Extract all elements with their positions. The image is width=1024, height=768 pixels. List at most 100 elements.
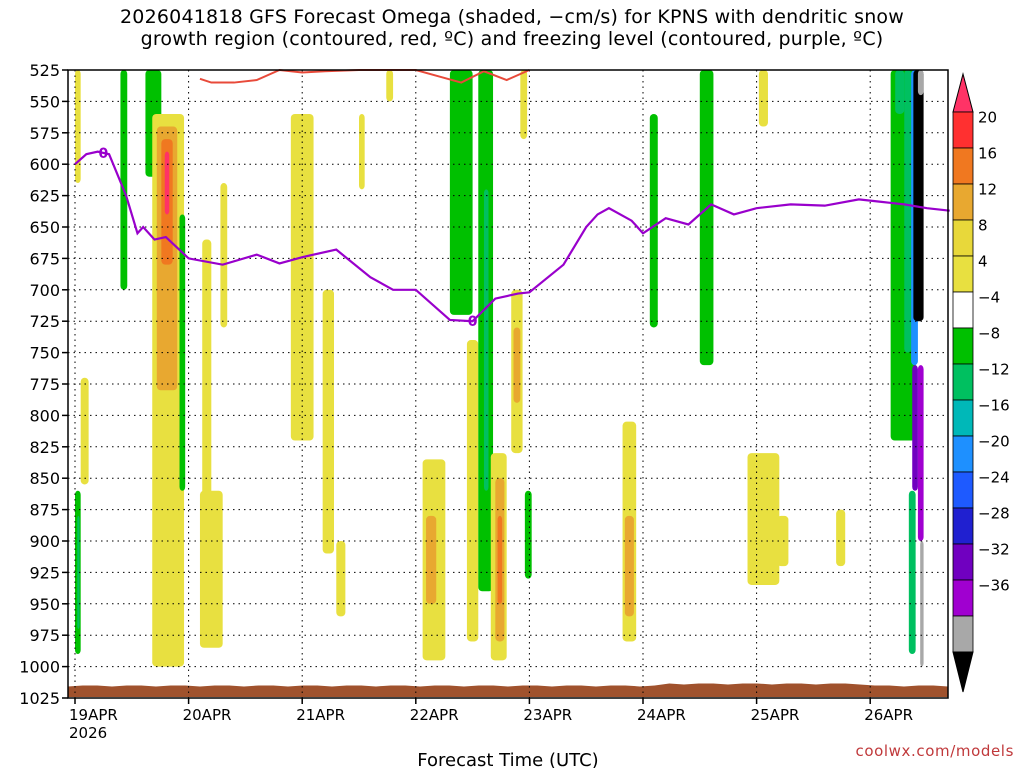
omega-region: [917, 70, 924, 96]
freezing-level-label: 0: [99, 146, 109, 162]
y-tick-label: 875: [29, 501, 60, 520]
y-tick-label: 950: [29, 595, 60, 614]
colorbar-label: −24: [978, 468, 1010, 486]
omega-region: [913, 70, 924, 322]
colorbar-swatch: [952, 435, 974, 473]
colorbar-label: 16: [978, 144, 997, 162]
watermark-text[interactable]: coolwx.com/models: [855, 742, 1014, 760]
omega-region: [904, 70, 912, 353]
colorbar-swatch: [952, 147, 974, 185]
colorbar-label: −12: [978, 360, 1010, 378]
colorbar-top-arrow: [952, 72, 974, 113]
colorbar-swatch: [952, 471, 974, 509]
colorbar-swatch: [952, 183, 974, 221]
colorbar-swatch: [952, 291, 974, 329]
y-tick-label: 725: [29, 312, 60, 331]
omega-region: [520, 70, 528, 140]
omega-region: [524, 490, 532, 579]
colorbar-swatch: [952, 327, 974, 365]
omega-region: [758, 70, 768, 127]
colorbar-swatch: [952, 543, 974, 581]
x-tick-label: 25APR: [751, 706, 800, 724]
y-tick-label: 975: [29, 626, 60, 645]
y-tick-label: 925: [29, 563, 60, 582]
x-year-label: 2026: [69, 724, 107, 742]
omega-region: [386, 70, 394, 102]
omega-region: [908, 490, 916, 655]
y-tick-label: 850: [29, 469, 60, 488]
omega-region: [513, 327, 521, 403]
omega-region: [426, 515, 437, 604]
omega-region: [747, 453, 780, 585]
colorbar-label: 12: [978, 180, 997, 198]
colorbar-swatch: [952, 219, 974, 257]
omega-region: [699, 70, 714, 366]
omega-region: [497, 515, 503, 604]
colorbar-swatch: [952, 615, 974, 653]
omega-region: [80, 377, 89, 485]
omega-region: [199, 490, 223, 648]
colorbar-swatch: [952, 111, 974, 149]
colorbar-label: 20: [978, 108, 997, 126]
y-tick-label: 700: [29, 281, 60, 300]
colorbar-label: −28: [978, 504, 1010, 522]
omega-region: [322, 289, 335, 554]
omega-region: [449, 70, 473, 315]
omega-region: [466, 340, 479, 642]
y-tick-label: 600: [29, 155, 60, 174]
colorbar-label: −36: [978, 576, 1010, 594]
omega-region: [164, 151, 170, 215]
chart-title: 2026041818 GFS Forecast Omega (shaded, −…: [0, 6, 1024, 50]
y-tick-label: 800: [29, 406, 60, 425]
y-tick-label: 625: [29, 187, 60, 206]
colorbar-label: 4: [978, 252, 988, 270]
colorbar-label: −20: [978, 432, 1010, 450]
freezing-level-label: 0: [468, 314, 478, 330]
omega-region: [359, 113, 365, 190]
omega-region: [120, 70, 128, 290]
y-tick-label: 650: [29, 218, 60, 237]
title-line-1: 2026041818 GFS Forecast Omega (shaded, −…: [120, 6, 904, 28]
y-tick-label: 900: [29, 532, 60, 551]
omega-region: [483, 189, 489, 491]
colorbar-bottom-arrow: [952, 651, 974, 693]
omega-region: [75, 70, 81, 184]
colorbar-label: −32: [978, 540, 1010, 558]
omega-region: [220, 183, 228, 328]
omega-region: [912, 365, 918, 491]
y-tick-label: 825: [29, 438, 60, 457]
omega-region: [836, 509, 846, 567]
colorbar-label: 8: [978, 216, 988, 234]
omega-shading: [75, 70, 924, 667]
colorbar-label: −8: [978, 324, 1000, 342]
x-tick-label: 23APR: [523, 706, 572, 724]
x-axis-label: Forecast Time (UTC): [417, 750, 598, 768]
omega-region: [777, 515, 789, 567]
colorbar-label: −4: [978, 288, 1000, 306]
colorbar-swatch: [952, 399, 974, 437]
omega-region: [290, 113, 314, 441]
x-tick-label: 21APR: [296, 706, 345, 724]
omega-region: [895, 70, 905, 114]
omega-region: [336, 541, 346, 617]
y-tick-label: 525: [29, 61, 60, 80]
colorbar-swatch: [952, 255, 974, 293]
colorbar-swatch: [952, 507, 974, 545]
colorbar-label: −16: [978, 396, 1010, 414]
y-tick-label: 575: [29, 124, 60, 143]
x-tick-label: 26APR: [864, 706, 913, 724]
y-tick-label: 1000: [19, 658, 60, 677]
omega-region: [77, 515, 80, 629]
y-tick-label: 550: [29, 92, 60, 111]
freezing-level-line: [74, 150, 950, 323]
omega-region: [649, 113, 658, 328]
omega-region: [624, 515, 634, 617]
colorbar-swatch: [952, 363, 974, 401]
x-tick-label: 24APR: [637, 706, 686, 724]
x-tick-label: 22APR: [410, 706, 459, 724]
x-tick-label: 20APR: [183, 706, 232, 724]
colorbar-swatch: [952, 579, 974, 617]
y-tick-label: 775: [29, 375, 60, 394]
omega-region: [202, 239, 212, 516]
